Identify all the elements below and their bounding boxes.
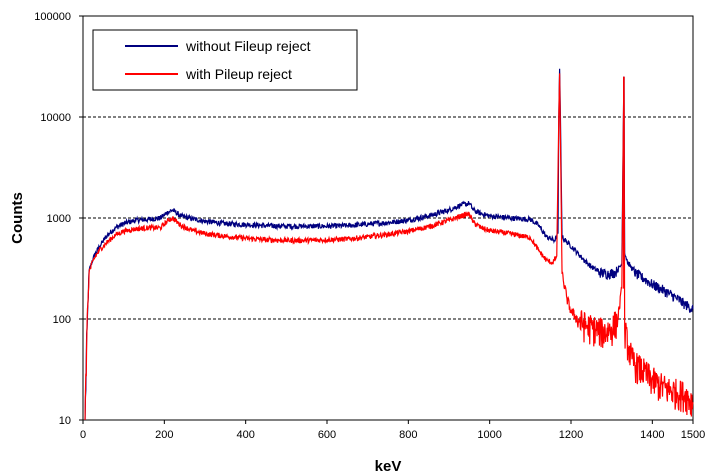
x-tick-label: 1400 [640, 429, 664, 441]
series-lines [84, 68, 694, 421]
gridlines [83, 116, 693, 320]
y-tick-label: 10 [59, 415, 71, 427]
x-tick-label: 600 [318, 429, 336, 441]
x-tick-label: 800 [399, 429, 417, 441]
y-tick-label: 10000 [40, 112, 71, 124]
x-tick-label: 1000 [477, 429, 501, 441]
legend-label: without Fileup reject [185, 38, 311, 54]
y-tick-labels: 10 100 1000 10000 100000 [34, 11, 83, 427]
series-line-without-reject [84, 68, 694, 421]
x-tick-labels: 0 200 400 600 800 1000 1200 1400 1500 [80, 420, 705, 441]
legend-label: with Pileup reject [185, 66, 292, 82]
y-tick-label: 1000 [47, 213, 71, 225]
y-tick-label: 100 [53, 314, 71, 326]
y-axis-title: Counts [9, 192, 26, 244]
y-tick-label: 100000 [34, 11, 71, 23]
legend: without Fileup reject with Pileup reject [92, 29, 358, 91]
x-axis-title: keV [375, 458, 402, 475]
series-line-with-reject [84, 73, 694, 421]
x-tick-label: 200 [155, 429, 173, 441]
legend-box [92, 29, 358, 91]
x-tick-label: 400 [236, 429, 254, 441]
x-tick-label: 0 [80, 429, 86, 441]
x-tick-label: 1200 [559, 429, 583, 441]
x-tick-label: 1500 [681, 429, 705, 441]
